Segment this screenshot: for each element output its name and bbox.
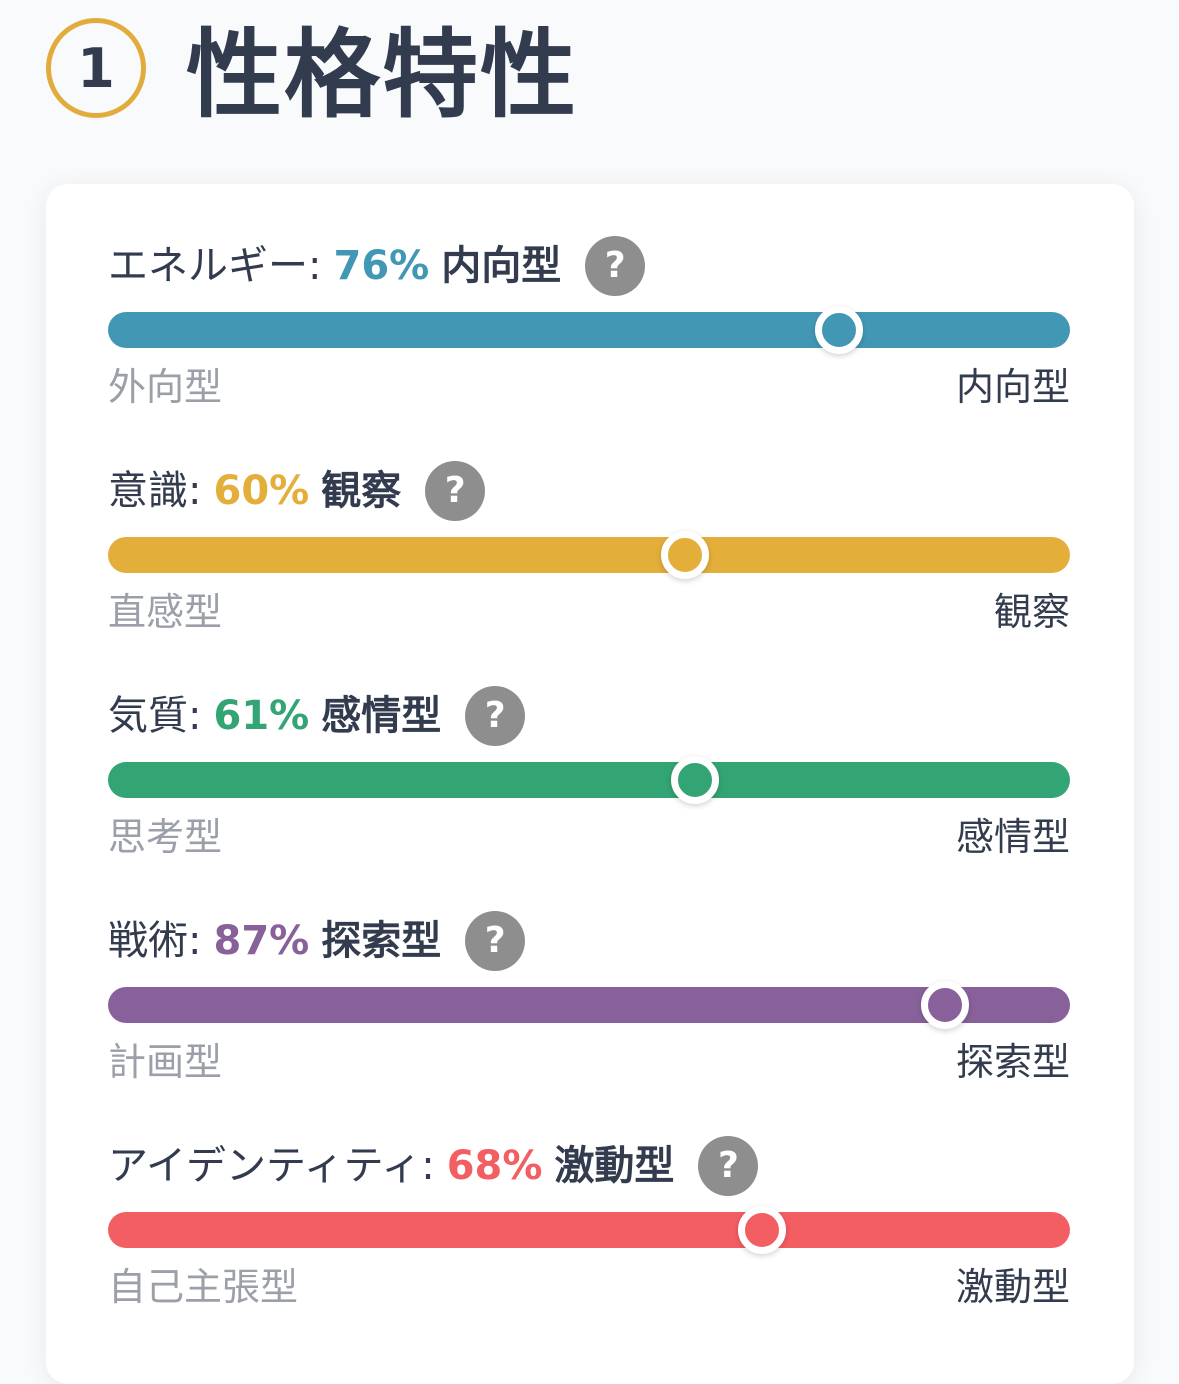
trait-left-label: 外向型 <box>108 365 223 409</box>
trait-result: 激動型 <box>554 1143 675 1189</box>
trait-right-label: 激動型 <box>955 1265 1070 1309</box>
trait-percent: 68% <box>446 1143 543 1189</box>
trait-bar <box>108 1206 1070 1254</box>
trait-bar <box>108 756 1070 804</box>
trait-left-label: 計画型 <box>108 1040 223 1084</box>
trait-left-label: 自己主張型 <box>108 1265 299 1309</box>
trait-percent: 60% <box>213 468 310 514</box>
step-number-badge: 1 <box>46 18 146 118</box>
trait-right-label: 観察 <box>993 590 1070 634</box>
trait-right-label: 探索型 <box>955 1040 1070 1084</box>
trait-tactics: 戦術 : 87% 探索型 ? 計画型 探索型 <box>108 859 1070 1084</box>
question-mark-icon[interactable]: ? <box>585 236 646 296</box>
section-header: 1 性格特性 <box>0 0 1179 150</box>
trait-colon: : <box>421 1143 435 1189</box>
trait-percent: 61% <box>213 693 310 739</box>
trait-bar <box>108 531 1070 579</box>
trait-result: 感情型 <box>321 693 442 739</box>
trait-result: 探索型 <box>321 918 442 964</box>
trait-bar <box>108 306 1070 354</box>
step-number: 1 <box>77 36 115 100</box>
trait-title: 戦術 : 87% 探索型 ? <box>108 911 526 971</box>
trait-title: エネルギー : 76% 内向型 ? <box>108 236 646 296</box>
trait-mind: 意識 : 60% 観察 ? 直感型 観察 <box>108 409 1070 634</box>
trait-colon: : <box>188 693 202 739</box>
trait-colon: : <box>188 918 202 964</box>
trait-title: 気質 : 61% 感情型 ? <box>108 686 526 746</box>
trait-name: エネルギー <box>108 243 308 289</box>
trait-right-label: 内向型 <box>955 365 1070 409</box>
trait-slider-knob[interactable] <box>920 981 969 1029</box>
trait-percent: 87% <box>213 918 310 964</box>
trait-nature: 気質 : 61% 感情型 ? 思考型 感情型 <box>108 634 1070 859</box>
trait-colon: : <box>188 468 202 514</box>
trait-slider-knob[interactable] <box>661 531 710 579</box>
question-mark-icon[interactable]: ? <box>465 911 526 971</box>
trait-slider-knob[interactable] <box>738 1206 787 1254</box>
personality-traits-card: エネルギー : 76% 内向型 ? 外向型 内向型 意識 : 60% 観察 ? … <box>46 184 1134 1384</box>
trait-slider-knob[interactable] <box>670 756 719 804</box>
trait-bar <box>108 981 1070 1029</box>
trait-result: 内向型 <box>441 243 562 289</box>
question-mark-icon[interactable]: ? <box>465 686 526 746</box>
trait-right-label: 感情型 <box>955 815 1070 859</box>
page-title: 性格特性 <box>186 19 578 131</box>
trait-title: 意識 : 60% 観察 ? <box>108 461 486 521</box>
trait-percent: 76% <box>333 243 430 289</box>
trait-title: アイデンティティ : 68% 激動型 ? <box>108 1136 759 1196</box>
trait-slider-knob[interactable] <box>815 306 864 354</box>
question-mark-icon[interactable]: ? <box>425 461 486 521</box>
trait-left-label: 思考型 <box>108 815 223 859</box>
question-mark-icon[interactable]: ? <box>698 1136 759 1196</box>
trait-energy: エネルギー : 76% 内向型 ? 外向型 内向型 <box>108 184 1070 409</box>
trait-name: アイデンティティ <box>108 1143 422 1189</box>
trait-colon: : <box>308 243 322 289</box>
trait-name: 気質 <box>108 693 188 739</box>
trait-name: 意識 <box>108 468 188 514</box>
trait-identity: アイデンティティ : 68% 激動型 ? 自己主張型 激動型 <box>108 1084 1070 1309</box>
trait-result: 観察 <box>321 468 402 514</box>
trait-left-label: 直感型 <box>108 590 223 634</box>
trait-name: 戦術 <box>108 918 188 964</box>
